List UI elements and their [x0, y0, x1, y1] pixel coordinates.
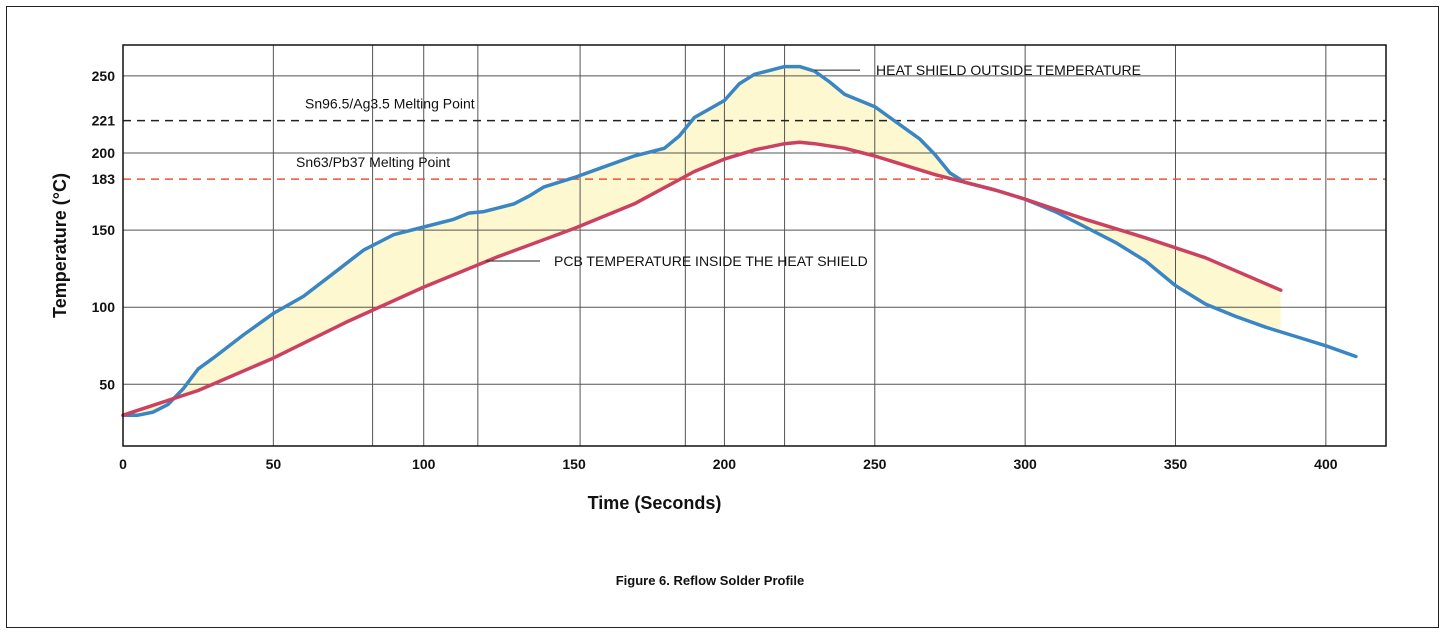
figure-caption: Figure 6. Reflow Solder Profile [616, 573, 805, 588]
between-series-fill [123, 66, 1281, 416]
figure-frame [6, 6, 1439, 628]
annotation-label: HEAT SHIELD OUTSIDE TEMPERATURE [876, 62, 1141, 78]
x-tick-label: 150 [562, 456, 586, 472]
gridlines [122, 45, 1386, 446]
y-tick-labels: 50 100 150 183 200 221 250 [92, 68, 116, 392]
y-tick-label: 250 [92, 68, 116, 84]
x-tick-label: 50 [266, 456, 282, 472]
x-tick-label: 250 [863, 456, 887, 472]
x-tick-label: 200 [713, 456, 737, 472]
y-tick-label: 221 [92, 113, 116, 129]
annotations: HEAT SHIELD OUTSIDE TEMPERATURE PCB TEMPE… [485, 62, 1141, 269]
y-tick-label: 200 [92, 145, 116, 161]
y-tick-label: 100 [92, 299, 116, 315]
y-axis-title: Temperature (°C) [50, 173, 70, 318]
x-tick-labels: 0 50 100 150 200 250 300 350 400 [119, 456, 1338, 472]
y-tick-label: 50 [99, 376, 115, 392]
y-tick-label: 150 [92, 222, 116, 238]
between-series-area [123, 66, 1281, 416]
x-tick-label: 350 [1164, 456, 1188, 472]
reference-line-label: Sn96.5/Ag3.5 Melting Point [305, 96, 475, 112]
x-tick-label: 0 [119, 456, 127, 472]
y-tick-label: 183 [92, 171, 116, 187]
reference-lines: Sn96.5/Ag3.5 Melting Point Sn63/Pb37 Melt… [123, 96, 1386, 180]
x-axis-title: Time (Seconds) [588, 493, 722, 513]
x-tick-label: 300 [1013, 456, 1037, 472]
series-lines [121, 64, 1358, 417]
plot-border [122, 44, 1387, 447]
annotation-label: PCB TEMPERATURE INSIDE THE HEAT SHIELD [554, 253, 868, 269]
series-line [121, 64, 1358, 417]
x-tick-label: 400 [1314, 456, 1338, 472]
series-line [121, 140, 1283, 417]
reference-line-label: Sn63/Pb37 Melting Point [296, 154, 450, 170]
x-tick-label: 100 [412, 456, 436, 472]
